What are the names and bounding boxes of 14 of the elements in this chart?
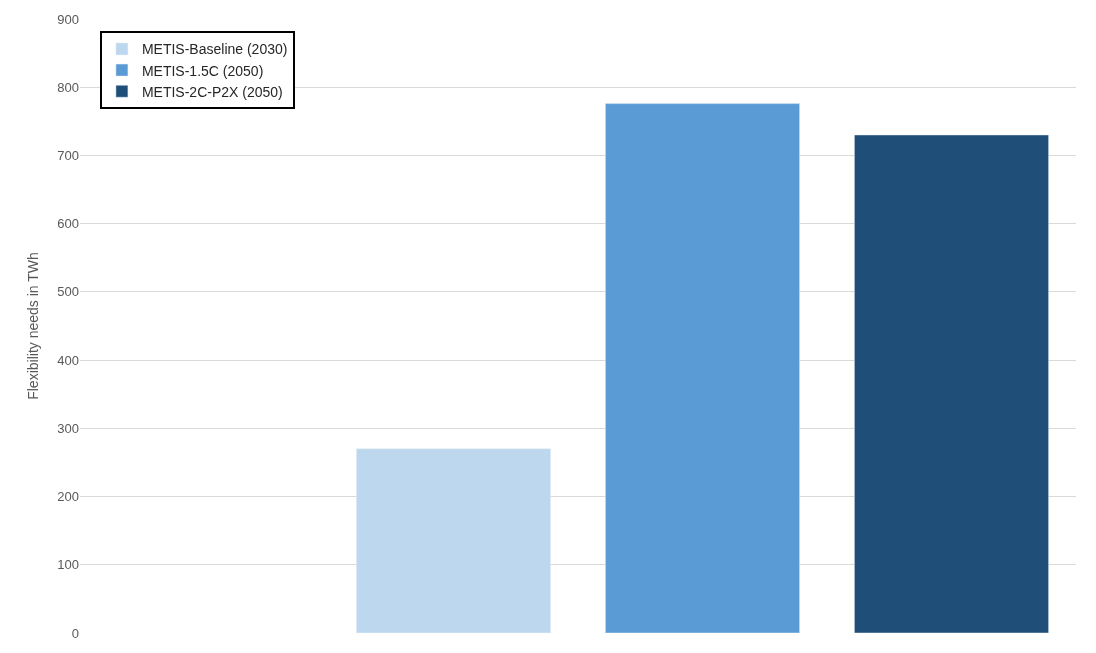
y-tick-label: 500	[57, 284, 79, 300]
legend-label: METIS-Baseline (2030)	[141, 41, 288, 58]
y-tick-label: 700	[57, 147, 79, 163]
y-tick-label: 0	[71, 625, 79, 641]
y-tick-label: 200	[57, 489, 79, 505]
legend-label: METIS-2C-P2X (2050)	[141, 83, 283, 100]
legend-label: METIS-1.5C (2050)	[141, 62, 264, 79]
y-tick-label: 400	[57, 352, 79, 368]
y-axis-title: Flexibility needs in TWh	[24, 252, 41, 400]
y-tick-label: 100	[57, 557, 79, 573]
y-tick-label: 900	[57, 11, 79, 27]
y-tick-label: 800	[57, 79, 79, 95]
y-tick-label: 300	[57, 420, 79, 436]
y-tick-label: 600	[57, 216, 79, 232]
